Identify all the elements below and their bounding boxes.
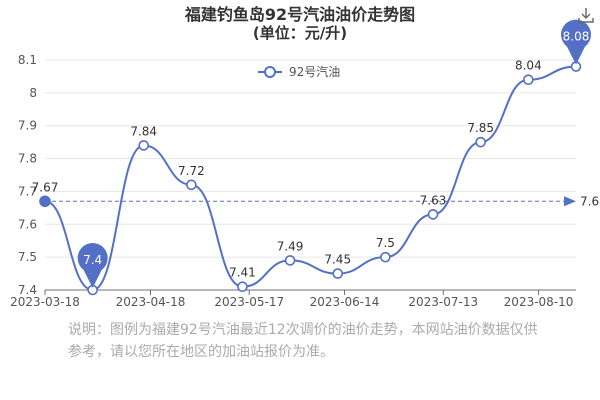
data-label: 7.72: [178, 164, 205, 178]
data-label: 8.04: [515, 59, 542, 73]
data-point: [475, 136, 486, 148]
y-tick-label: 7.6: [18, 217, 37, 231]
data-label: 7.84: [130, 124, 157, 138]
min-pin: 7.4: [77, 243, 108, 288]
legend[interactable]: 92号汽油: [258, 64, 340, 79]
max-pin-label: 8.08: [563, 30, 590, 44]
data-point: [39, 195, 51, 208]
chart-subtitle: (单位：元/升): [253, 24, 347, 42]
footnote: 说明：图例为福建92号汽油最近12次调价的油价走势，本网站油价数据仅供参考，请以…: [68, 322, 538, 360]
data-label: 7.63: [420, 193, 447, 207]
data-point: [186, 179, 197, 191]
y-tick-label: 7.8: [18, 152, 37, 166]
y-tick-label: 7.5: [18, 250, 37, 264]
legend-marker: [264, 66, 276, 78]
data-label: 7.49: [277, 239, 304, 253]
x-tick-label: 2023-03-18: [10, 295, 80, 309]
data-label: 7.85: [467, 121, 494, 135]
max-pin-shape: [561, 19, 592, 65]
y-tick-label: 7.4: [18, 283, 37, 297]
legend-label: 92号汽油: [289, 64, 340, 79]
data-label: 7.45: [324, 253, 351, 267]
x-tick-label: 2023-08-10: [504, 295, 574, 309]
data-label: 7.67: [32, 180, 59, 194]
x-tick-label: 2023-06-14: [310, 295, 380, 309]
data-label: 7.41: [229, 266, 256, 280]
data-point: [523, 74, 534, 86]
data-point: [427, 209, 439, 220]
x-tick-label: 2023-05-17: [214, 295, 284, 309]
download-icon[interactable]: [577, 6, 595, 24]
x-tick-label: 2023-04-18: [116, 295, 186, 309]
data-point: [284, 255, 296, 266]
data-point: [138, 140, 150, 151]
y-tick-label: 8.1: [18, 53, 37, 67]
mark-line-label: 7.6: [580, 194, 599, 208]
y-tick-label: 8: [29, 86, 37, 100]
min-pin-label: 7.4: [83, 253, 102, 267]
x-tick-label: 2023-07-13: [408, 295, 478, 309]
chart-title: 福建钓鱼岛92号汽油油价走势图: [184, 5, 415, 24]
max-pin: 8.08: [561, 19, 592, 65]
mark-line-arrow: [564, 196, 576, 207]
data-point: [332, 268, 344, 279]
y-tick-label: 7.7: [18, 184, 37, 198]
series-line: [44, 65, 577, 292]
min-pin-shape: [77, 243, 108, 288]
data-point: [237, 281, 248, 293]
y-tick-label: 7.9: [18, 119, 37, 133]
data-label: 7.5: [376, 236, 395, 250]
data-point: [380, 251, 391, 263]
